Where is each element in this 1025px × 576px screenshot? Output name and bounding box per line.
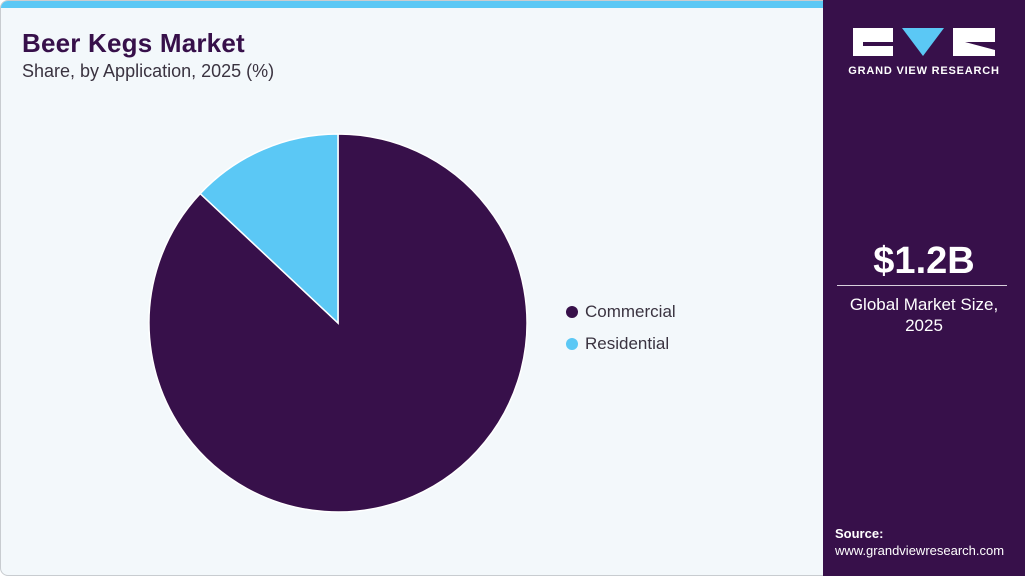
pie-slice-residential [199,133,339,325]
legend-item-commercial: Commercial [566,296,676,328]
legend-label: Commercial [585,302,676,321]
pie-chart [148,133,528,513]
source-label: Source: [835,526,884,541]
chart-title: Beer Kegs Market [22,28,245,58]
legend-item-residential: Residential [566,328,676,360]
legend-dot-residential [566,338,578,350]
legend: Commercial Residential [566,296,676,360]
legend-dot-commercial [566,306,578,318]
market-size-value: $1.2B [873,240,975,282]
source-link[interactable]: www.grandviewresearch.com [835,543,1005,558]
brand-name: GRAND VIEW RESEARCH [848,65,1000,77]
market-size-caption: Global Market Size, 2025 [849,295,999,335]
info-sidebar: GRAND VIEW RESEARCH $1.2B Global Market … [823,0,1025,576]
chart-subtitle: Share, by Application, 2025 (%) [22,61,275,81]
legend-label: Residential [585,334,670,353]
divider [837,285,1007,286]
top-accent-bar [1,1,824,8]
gvr-logo-icon [853,28,995,56]
